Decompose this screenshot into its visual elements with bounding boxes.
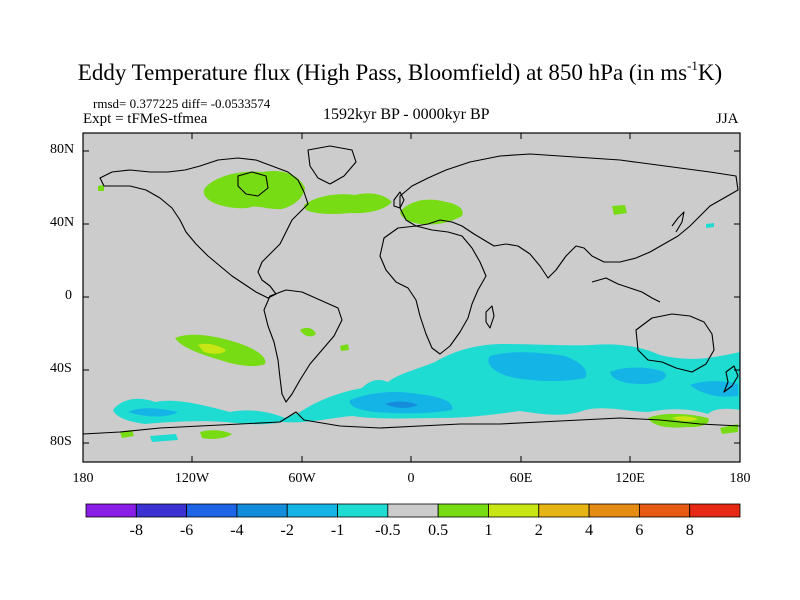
coastline-europe-asia: [399, 153, 739, 279]
anomaly-region-europe-positive: [400, 199, 463, 225]
anomaly-region-southern-ocean-positive: [200, 430, 232, 439]
colorbar: [85, 503, 741, 518]
colorbar-label: 4: [585, 522, 594, 539]
colorbar-swatch: [186, 503, 238, 518]
anomaly-region-southern-ocean-negative: [113, 344, 740, 425]
plot-title: Eddy Temperature flux (High Pass, Bloomf…: [77, 58, 723, 85]
coastline-uk: [393, 191, 405, 209]
negative-anomaly-regions: [113, 223, 740, 442]
coastline-antarctica: [82, 411, 741, 435]
lat-label-80n: 80N: [50, 142, 75, 157]
colorbar-label: 2: [534, 522, 543, 539]
anomaly-region-samerica-east-positive: [340, 344, 349, 351]
lon-label-120e: 120E: [615, 471, 645, 486]
lon-label-60w: 60W: [288, 471, 316, 486]
coastline-hudson-bay: [237, 171, 269, 197]
anomaly-region-south-pacific-core: [198, 343, 226, 354]
colorbar-swatch: [488, 503, 540, 518]
colorbar-swatch: [638, 503, 691, 518]
season-label: JJA: [716, 111, 739, 127]
colorbar-swatch: [337, 503, 389, 518]
anomaly-region-south-pacific-negative-2: [610, 367, 666, 384]
colorbar-label: 0.5: [428, 522, 449, 539]
anomaly-region-australia-south-core: [672, 416, 698, 422]
anomaly-region-southern-ocean-negative-2: [128, 408, 178, 417]
rmsd-diff-stats: rmsd= 0.377225 diff= -0.0533574: [93, 96, 271, 111]
axis-ticks: [82, 133, 741, 462]
anomaly-region-alaska-positive: [98, 185, 104, 191]
lon-label-120w: 120W: [174, 471, 210, 486]
colorbar-label: 1: [484, 522, 493, 539]
coastline-new-zealand: [723, 365, 739, 393]
anomaly-region-australia-south-positive: [648, 413, 709, 428]
colorbar-swatch: [236, 503, 288, 518]
experiment-label: Expt = tFMeS-tfmea: [83, 111, 208, 127]
lat-label-0: 0: [65, 288, 72, 303]
anomaly-region-tasman-positive: [720, 424, 738, 434]
anomaly-region-indian-ocean-negative-2: [488, 352, 587, 381]
coastline-madagascar: [485, 305, 495, 329]
coastline-south-america: [263, 289, 343, 403]
colorbar-swatch: [437, 503, 489, 518]
colorbar-label: -0.5: [375, 522, 401, 539]
colorbar-label: -2: [280, 522, 294, 539]
lat-label-40n: 40N: [50, 215, 75, 230]
colorbar-label: -4: [230, 522, 244, 539]
anomaly-region-south-pacific-negative-3: [690, 381, 738, 397]
colorbar-swatch: [135, 503, 188, 518]
period-label: 1592kyr BP - 0000kyr BP: [323, 106, 490, 123]
coastline-australia: [635, 313, 715, 373]
lat-label-40s: 40S: [50, 361, 72, 376]
lat-label-80s: 80S: [50, 434, 72, 449]
colorbar-label: -6: [179, 522, 194, 539]
coastline-greenland: [307, 145, 357, 185]
anomaly-region-siberia-positive: [612, 205, 627, 215]
colorbar-label: -1: [330, 522, 345, 539]
positive-anomaly-regions: [98, 170, 738, 439]
coastline-indonesia: [591, 277, 661, 303]
coastline-africa: [379, 225, 487, 355]
anomaly-region-antarctic-negative: [150, 434, 178, 442]
coastline-japan: [671, 211, 685, 233]
lon-label-180w: 180: [72, 471, 94, 486]
colorbar-label: -8: [129, 522, 143, 539]
lon-label-60e: 60E: [509, 471, 533, 486]
colorbar-swatch: [85, 503, 137, 518]
anomaly-region-canada-positive: [203, 170, 305, 210]
coastlines: [82, 145, 741, 435]
lon-label-180e: 180: [729, 471, 751, 486]
anomaly-region-north-pacific-negative: [706, 223, 714, 228]
anomaly-region-atlantic-positive: [304, 193, 392, 214]
colorbar-swatch: [286, 503, 338, 518]
colorbar-swatch: [588, 503, 640, 518]
anomaly-region-samerica-west-positive: [300, 327, 316, 337]
colorbar-swatch: [538, 503, 590, 518]
colorbar-label: 6: [635, 522, 644, 539]
colorbar-label: 8: [685, 522, 694, 539]
colorbar-swatch: [689, 503, 741, 518]
anomaly-region-south-atlantic-negative-3: [385, 401, 418, 408]
coastline-north-america: [99, 157, 309, 299]
lon-label-0: 0: [407, 471, 415, 486]
colorbar-swatch: [387, 503, 439, 518]
